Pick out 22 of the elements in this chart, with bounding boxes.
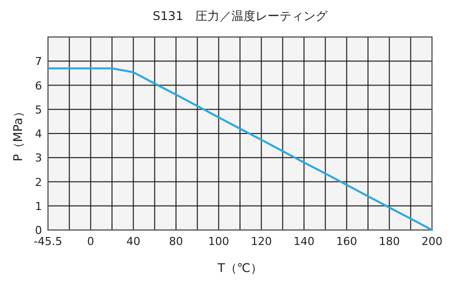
x-tick-label: 0: [87, 235, 94, 248]
y-axis-title: P（MPa）: [11, 106, 25, 162]
y-tick-label: 7: [35, 55, 42, 68]
x-tick-label: 160: [336, 235, 358, 248]
y-tick-label: 3: [35, 152, 42, 165]
x-tick-label: 200: [422, 235, 442, 248]
x-tick-label: 100: [208, 235, 230, 248]
y-tick-label: 4: [35, 128, 42, 140]
y-tick-label: 5: [35, 103, 42, 116]
chart-title: S131 圧力／温度レーティング: [152, 9, 328, 23]
y-tick-label: 6: [35, 79, 42, 92]
x-tick-label: 80: [169, 235, 183, 248]
x-tick-label: -45.5: [34, 235, 62, 248]
x-tick-label: 180: [378, 235, 400, 248]
x-axis-title: T（℃）: [216, 261, 262, 275]
y-tick-label: 2: [35, 176, 42, 189]
x-tick-label: 120: [250, 235, 272, 248]
x-tick-label: 140: [294, 235, 314, 248]
x-tick-label: 40: [126, 235, 140, 248]
y-tick-label: 0: [35, 224, 42, 237]
y-tick-label: 1: [35, 200, 42, 213]
line-series: [47, 67, 433, 231]
